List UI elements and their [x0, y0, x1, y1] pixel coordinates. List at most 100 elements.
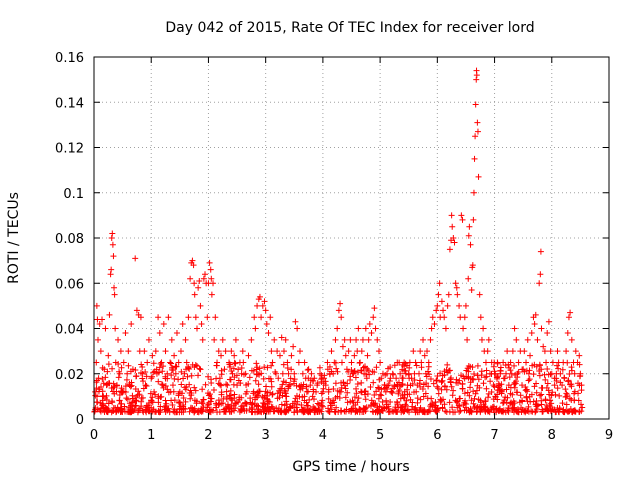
data-point [445, 291, 452, 298]
data-point [432, 402, 439, 409]
data-point [236, 396, 243, 403]
data-point [385, 405, 392, 412]
data-point [465, 275, 472, 282]
data-point [290, 343, 297, 350]
data-point [404, 407, 411, 414]
data-point [199, 400, 206, 407]
data-point [275, 405, 282, 412]
data-point [99, 376, 106, 383]
data-point [335, 307, 342, 314]
data-point [197, 302, 204, 309]
data-point [425, 368, 432, 375]
data-point [381, 385, 388, 392]
data-point [189, 257, 196, 264]
data-point [485, 394, 492, 401]
data-point [144, 404, 151, 411]
data-point [132, 255, 139, 262]
data-point [488, 371, 495, 378]
data-point [200, 396, 207, 403]
data-point [363, 375, 370, 382]
data-point [208, 406, 215, 413]
data-point [145, 336, 152, 343]
data-point [487, 378, 494, 385]
data-point [133, 373, 140, 380]
data-point [245, 380, 252, 387]
data-point [553, 409, 560, 416]
data-point [439, 404, 446, 411]
data-point [109, 230, 116, 237]
data-point [156, 364, 163, 371]
data-point [477, 407, 484, 414]
data-point [538, 391, 545, 398]
data-point [467, 241, 474, 248]
data-point [438, 298, 445, 305]
data-point [262, 388, 269, 395]
data-point [152, 391, 159, 398]
data-point [306, 396, 313, 403]
data-point [120, 359, 127, 366]
data-point [439, 372, 446, 379]
data-point [118, 364, 125, 371]
data-point [198, 320, 205, 327]
data-point [383, 401, 390, 408]
data-point [371, 402, 378, 409]
data-point [456, 302, 463, 309]
data-point [190, 262, 197, 269]
data-point [104, 368, 111, 375]
data-point [547, 371, 554, 378]
data-point [515, 368, 522, 375]
data-point [525, 377, 532, 384]
data-point [308, 370, 315, 377]
data-point [171, 352, 178, 359]
data-point [425, 363, 432, 370]
data-point [396, 359, 403, 366]
data-point [416, 380, 423, 387]
data-point [466, 392, 473, 399]
data-point [294, 407, 301, 414]
data-point [461, 390, 468, 397]
data-point [433, 307, 440, 314]
data-point [149, 394, 156, 401]
data-point [183, 359, 190, 366]
data-point [344, 389, 351, 396]
data-point [180, 402, 187, 409]
data-point [526, 376, 533, 383]
data-point [284, 364, 291, 371]
data-point [116, 392, 123, 399]
data-point [545, 387, 552, 394]
data-point [420, 336, 427, 343]
data-point [534, 336, 541, 343]
data-point [336, 388, 343, 395]
data-point [289, 400, 296, 407]
x-tick-label: 4 [319, 428, 327, 443]
data-point [221, 366, 228, 373]
data-point [143, 373, 150, 380]
data-point [108, 409, 115, 416]
data-point [424, 348, 431, 355]
data-point [417, 348, 424, 355]
data-point [547, 348, 554, 355]
data-point [218, 389, 225, 396]
data-point [568, 336, 575, 343]
data-point [305, 375, 312, 382]
data-point [107, 271, 114, 278]
data-point [139, 363, 146, 370]
data-point [452, 280, 459, 287]
data-point [280, 361, 287, 368]
data-point [299, 370, 306, 377]
data-point [471, 395, 478, 402]
y-tick-label: 0.06 [55, 277, 84, 292]
data-point [491, 359, 498, 366]
data-point [561, 374, 568, 381]
data-point [529, 362, 536, 369]
data-point [208, 291, 215, 298]
data-point [507, 400, 514, 407]
data-point [267, 389, 274, 396]
data-point [215, 348, 222, 355]
x-tick-label: 0 [90, 428, 98, 443]
data-point [137, 314, 144, 321]
data-point [196, 365, 203, 372]
data-point [426, 371, 433, 378]
data-point [192, 314, 199, 321]
data-point [268, 403, 275, 410]
